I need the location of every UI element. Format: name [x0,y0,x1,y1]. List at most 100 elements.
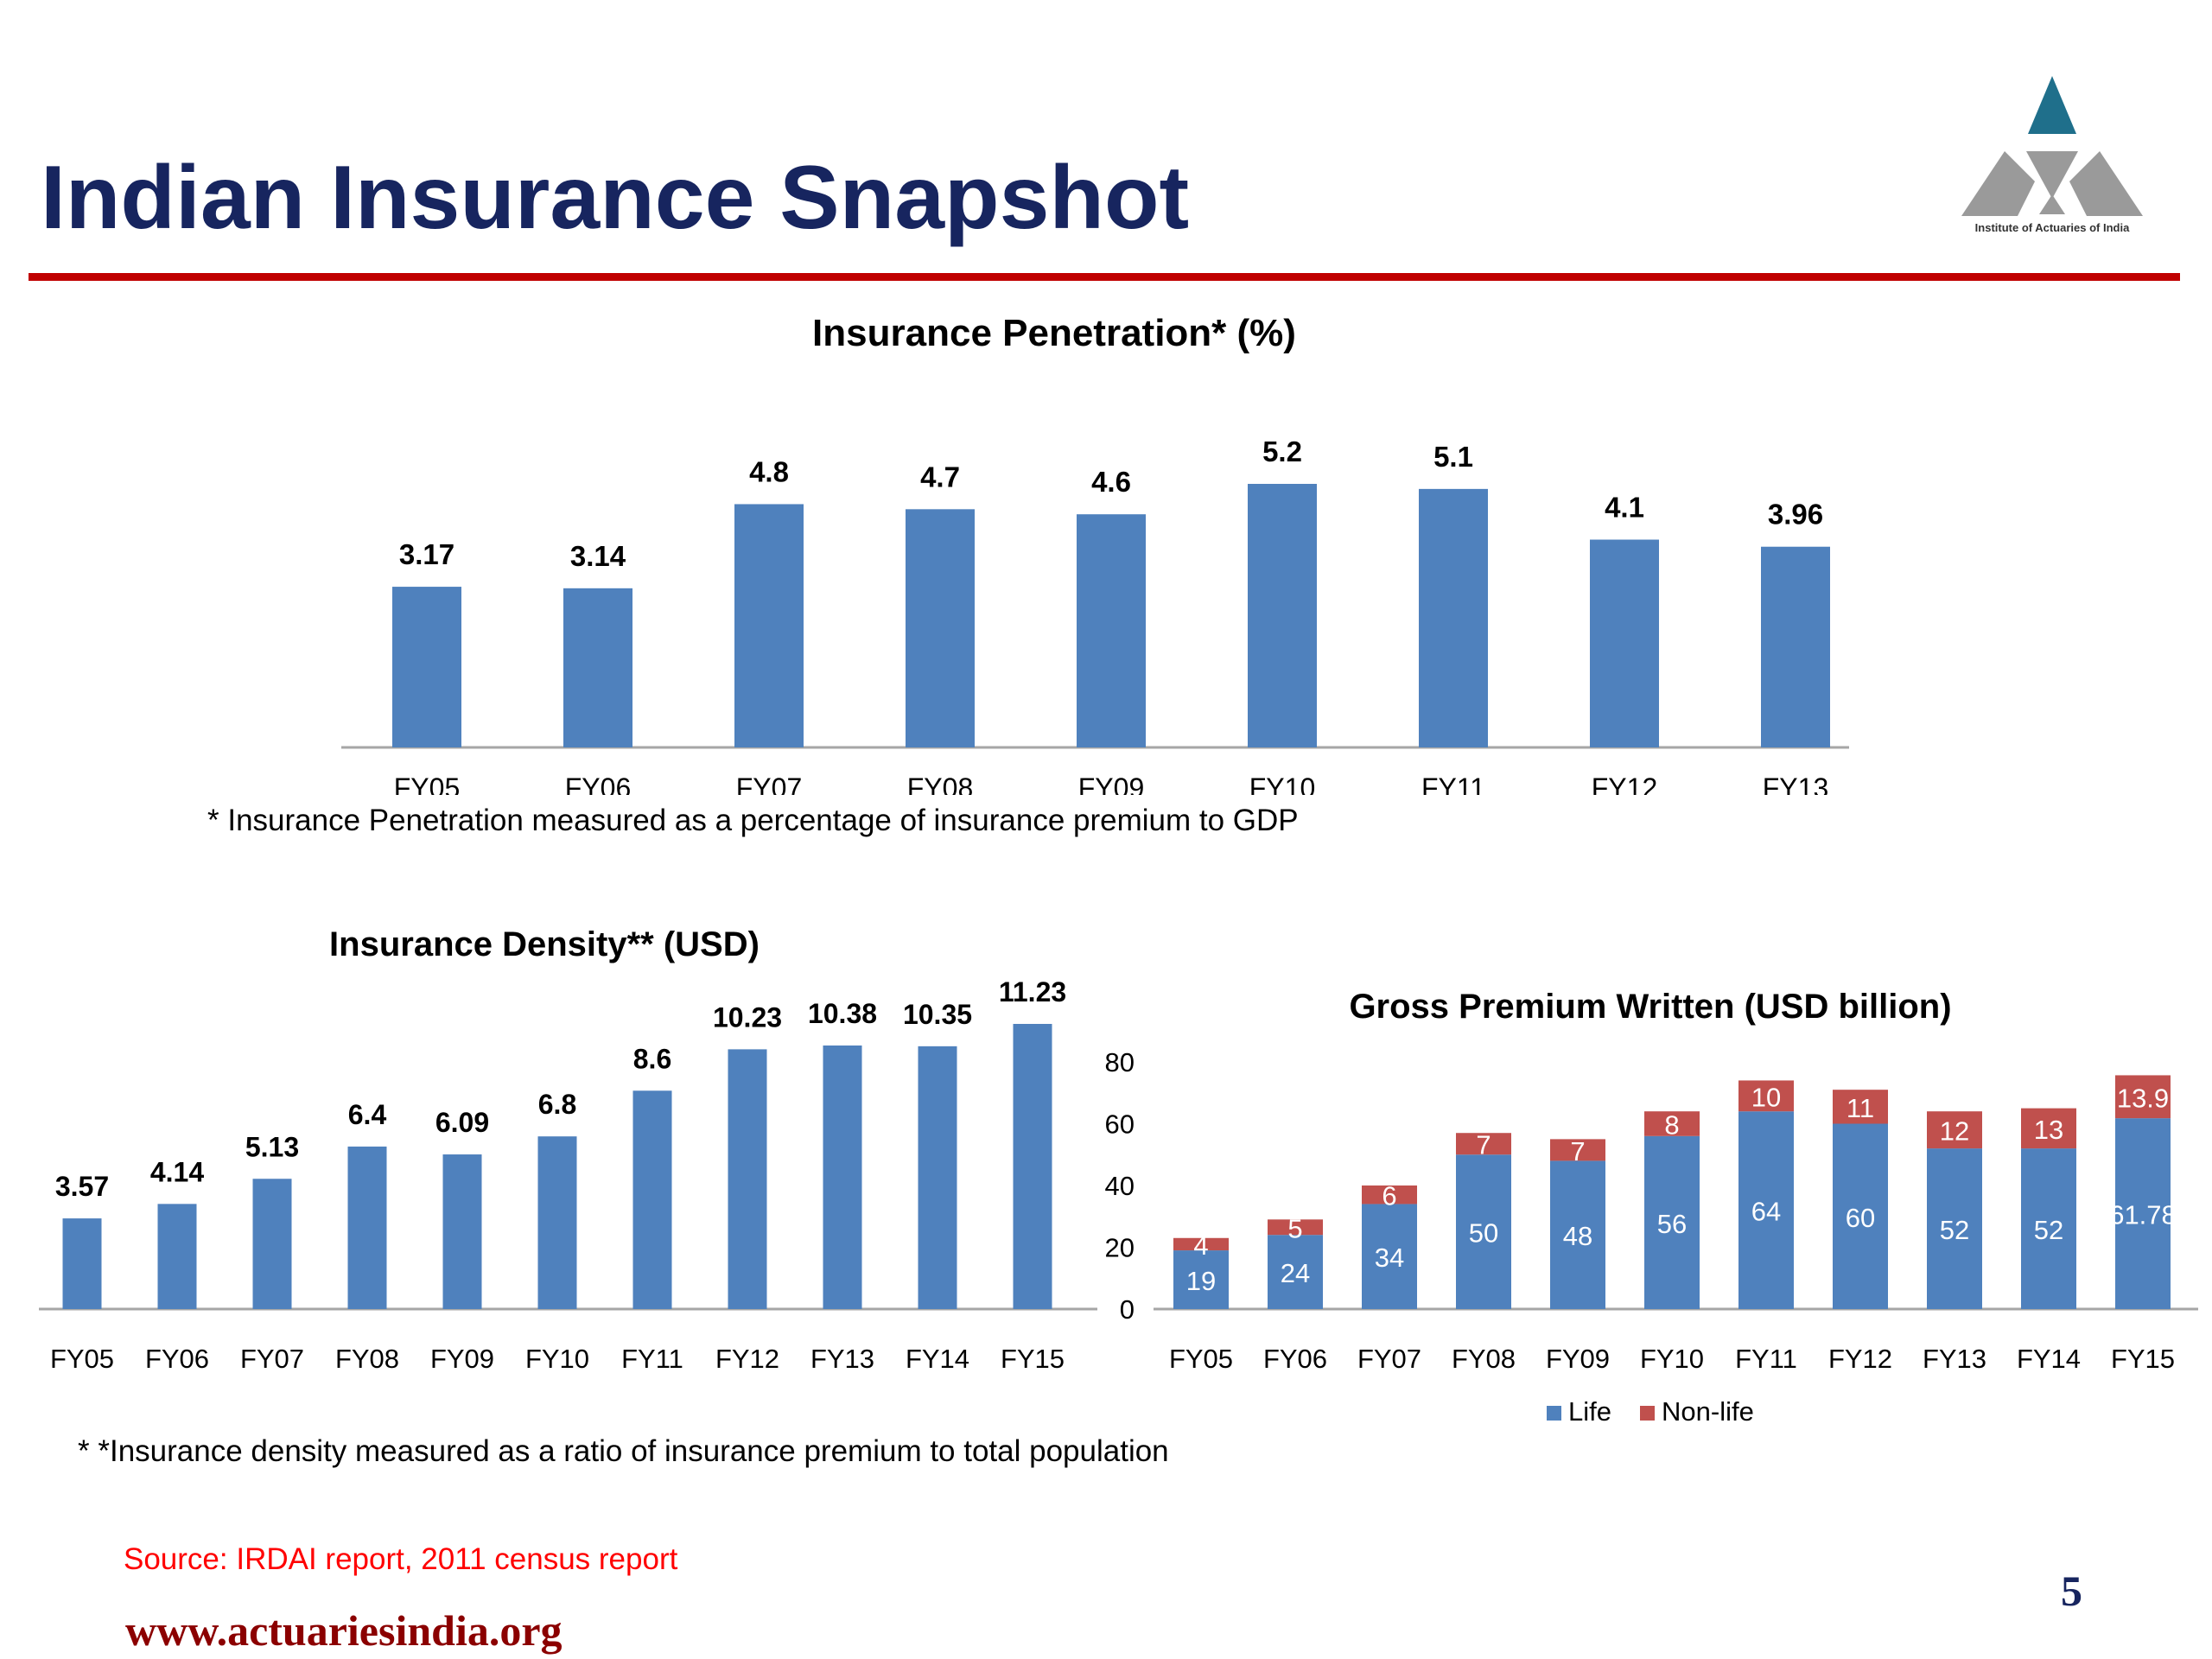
data-label: 4.8 [749,455,789,487]
bar-nonlife [1173,1237,1229,1251]
x-tick-label: FY13 [1763,772,1828,795]
institute-logo [1961,76,2143,216]
data-label: 3.57 [55,1171,109,1202]
nonlife-data-label: 7 [1476,1130,1491,1160]
data-label: 8.6 [633,1043,671,1074]
bar [537,1136,577,1309]
bar [1013,1024,1052,1309]
penetration-footnote: * Insurance Penetration measured as a pe… [207,804,1299,837]
bar-life [1927,1148,1982,1309]
x-tick-label: FY12 [1592,772,1657,795]
life-data-label: 50 [1469,1218,1498,1249]
page-number: 5 [2061,1567,2082,1615]
bar-nonlife [1456,1133,1511,1155]
logo-bottom-bar [2039,194,2065,214]
bar [1761,546,1830,747]
x-tick-label: FY10 [1249,772,1315,795]
life-data-label: 24 [1281,1258,1310,1288]
bar-nonlife [1927,1111,1982,1149]
data-label: 5.13 [245,1131,299,1162]
bar [1077,514,1146,747]
bar-nonlife [1644,1111,1700,1136]
bar [728,1049,767,1309]
bar-life [2115,1118,2171,1309]
chart-title: Insurance Density** (USD) [329,925,760,963]
logo-right-shape [2069,151,2143,216]
bar-nonlife [2115,1075,2171,1119]
x-tick-label: FY10 [1640,1344,1704,1374]
x-tick-label: FY15 [1001,1344,1065,1374]
bar [392,587,461,747]
bar [157,1204,197,1309]
y-tick-label: 80 [1105,1047,1135,1077]
x-tick-label: FY07 [1357,1344,1421,1374]
website-link[interactable]: www.actuariesindia.org [125,1606,563,1655]
life-data-label: 60 [1846,1203,1875,1233]
legend-label-life: Life [1568,1396,1611,1427]
page-title: Indian Insurance Snapshot [41,148,1190,248]
x-tick-label: FY14 [2017,1344,2081,1374]
bar [906,509,975,747]
nonlife-data-label: 6 [1382,1181,1396,1211]
nonlife-data-label: 5 [1287,1213,1302,1243]
bar-nonlife [1268,1219,1323,1236]
bar-nonlife [2021,1108,2076,1149]
gross-premium-chart: Gross Premium Written (USD billion) 0 20 40… [1105,988,2198,1427]
bar-nonlife [1833,1090,1888,1124]
logo-left-shape [1961,151,2035,216]
bar-life [1644,1135,1700,1309]
chart-title: Insurance Penetration* (%) [812,312,1296,354]
x-tick-label: FY08 [1452,1344,1516,1374]
title-rule [29,273,2180,281]
nonlife-data-label: 13 [2034,1115,2063,1145]
data-label: 10.35 [903,999,972,1030]
life-data-label: 34 [1375,1243,1404,1273]
bar [252,1179,292,1309]
x-tick-label: FY15 [2111,1344,2175,1374]
nonlife-data-label: 10 [1751,1082,1781,1112]
x-tick-label: FY09 [1546,1344,1610,1374]
nonlife-data-label: 13.9 [2117,1083,2169,1113]
life-data-label: 52 [2034,1215,2063,1245]
nonlife-data-label: 11 [1847,1093,1874,1123]
data-label: 6.8 [538,1089,576,1120]
x-tick-label: FY13 [810,1344,874,1374]
life-data-label: 64 [1751,1197,1781,1227]
x-tick-label: FY05 [50,1344,114,1374]
bar-life [1268,1235,1323,1309]
x-tick-label: FY09 [1078,772,1144,795]
x-tick-label: FY07 [240,1344,304,1374]
bar [62,1218,102,1309]
life-data-label: 48 [1563,1221,1592,1251]
x-tick-label: FY06 [145,1344,209,1374]
x-tick-label: FY07 [736,772,802,795]
y-tick-label: 40 [1105,1171,1135,1201]
nonlife-data-label: 8 [1664,1110,1679,1141]
life-data-label: 19 [1186,1266,1216,1296]
data-label: 6.4 [348,1099,387,1130]
data-label: 10.38 [808,998,877,1029]
data-label: 11.23 [999,976,1066,1007]
y-tick-label: 0 [1120,1294,1135,1325]
bar-life [2021,1148,2076,1309]
data-label: 4.6 [1091,466,1131,498]
bar [1248,484,1317,747]
nonlife-data-label: 7 [1570,1136,1585,1166]
life-data-label: 56 [1657,1209,1687,1239]
insurance-penetration-chart: Insurance Penetration* (%) 3.17 FY05 3.14 FY… [341,312,1849,795]
bar-life [1550,1160,1605,1309]
life-data-label: 52 [1940,1215,1969,1245]
bar [347,1146,387,1309]
logo-top-triangle [2028,76,2076,134]
data-label: 4.1 [1605,492,1644,524]
x-tick-label: FY11 [1735,1344,1797,1374]
bar [823,1045,862,1309]
data-label: 10.23 [713,1001,782,1033]
x-tick-label: FY06 [565,772,631,795]
y-tick-label: 20 [1105,1233,1135,1263]
x-tick-label: FY12 [715,1344,779,1374]
legend-swatch-nonlife [1640,1406,1655,1421]
x-tick-label: FY10 [525,1344,589,1374]
bar-nonlife [1738,1080,1794,1112]
data-label: 3.14 [570,540,626,572]
